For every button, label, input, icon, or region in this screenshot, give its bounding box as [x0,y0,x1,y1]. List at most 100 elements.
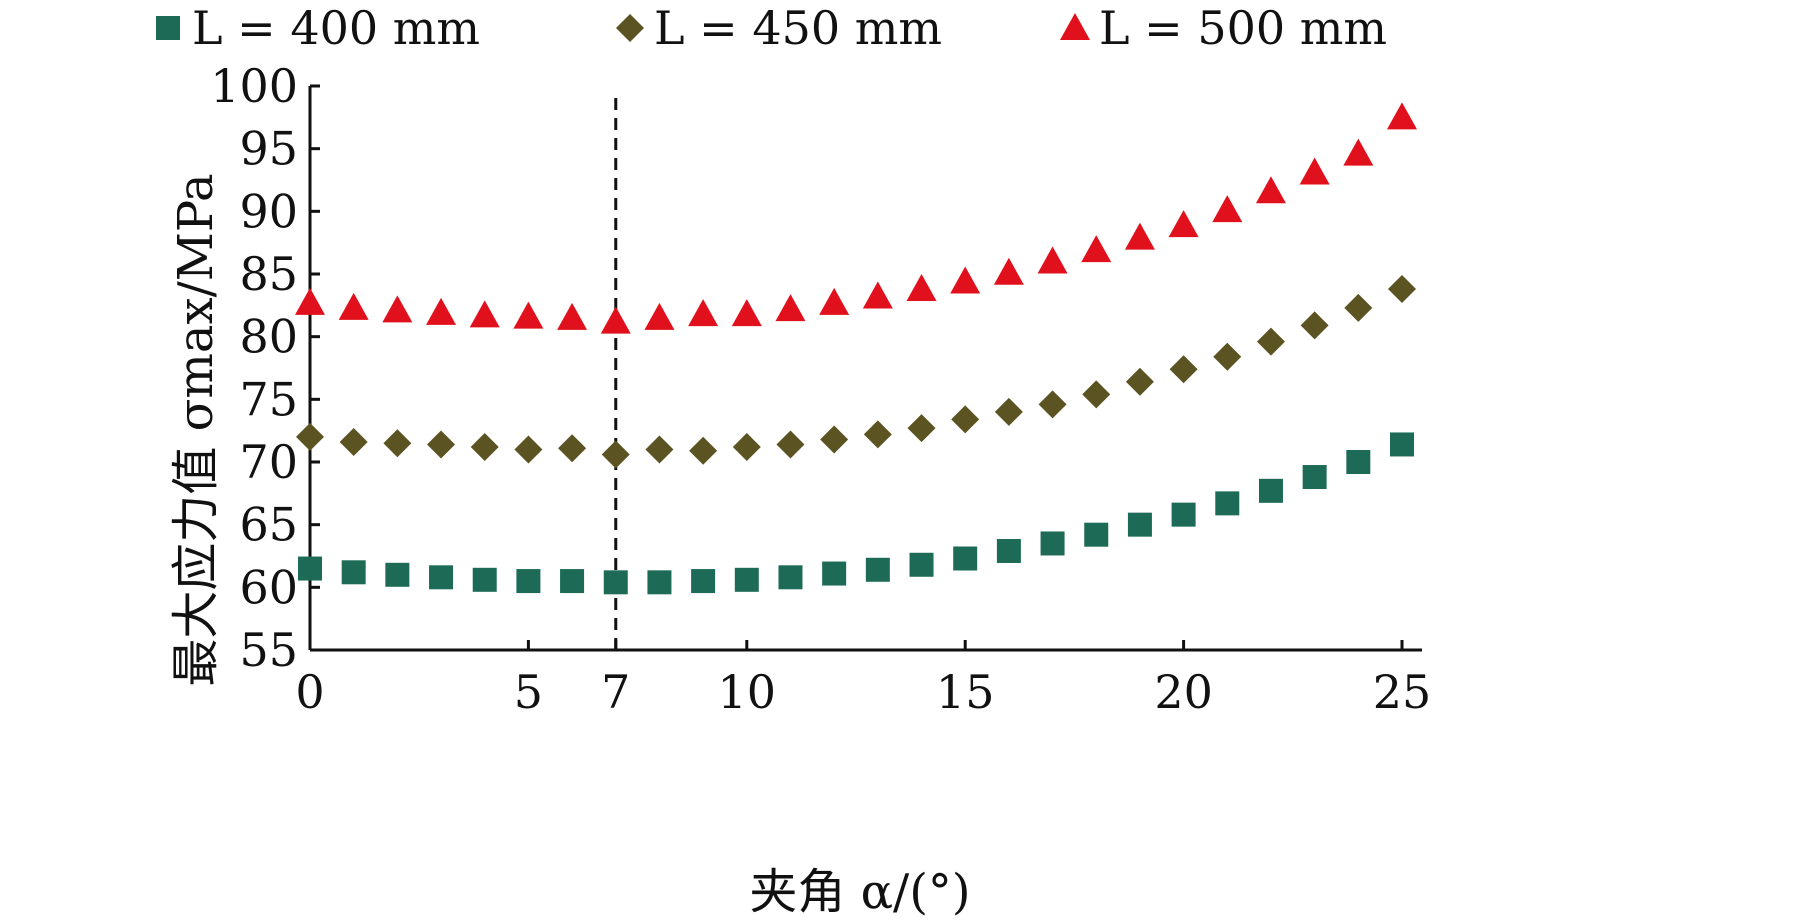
data-point [1213,342,1242,371]
data-point [383,429,412,458]
x-tick-label: 0 [295,665,324,719]
data-point [993,257,1024,285]
y-tick-label: 55 [239,623,298,677]
legend: L = 400 mm L = 450 mm L = 500 mm [156,1,1387,55]
data-point [558,434,587,463]
data-point [426,297,457,325]
data-point [1346,450,1371,474]
data-point [865,557,890,582]
y-tick-label: 90 [239,184,298,238]
data-point [820,425,849,454]
data-point [1388,275,1416,304]
data-point [906,274,937,302]
data-point [1125,367,1154,396]
x-tick-label: 10 [718,665,777,719]
data-point [1038,390,1067,419]
data-point [296,422,324,451]
y-tick-label: 95 [239,122,298,176]
data-point [688,299,719,327]
data-point [645,435,674,464]
data-point [557,302,588,330]
data-point [1390,432,1414,457]
data-point [778,565,803,590]
data-point [1343,138,1374,166]
data-point [953,546,978,571]
x-tick-label: 7 [601,665,630,719]
data-point [429,565,454,590]
legend-label: L = 400 mm [192,1,480,55]
data-point [1037,246,1068,274]
data-point [295,287,325,315]
data-point [950,266,981,294]
data-point [1127,512,1152,537]
data-point [1258,478,1283,503]
data-point [427,430,456,459]
legend-label: L = 450 mm [654,1,942,55]
x-tick-label: 5 [514,665,543,719]
data-point [469,300,500,328]
data-point [1212,195,1243,223]
data-point [819,287,850,315]
data-point [776,430,805,459]
data-point [644,302,675,330]
data-point [1171,502,1196,527]
data-point [1299,157,1330,185]
data-point [339,427,368,456]
series-1 [298,432,1414,595]
y-tick-label: 70 [239,435,298,489]
data-point [513,301,544,329]
data-point [472,567,497,592]
data-point [298,556,322,581]
x-tick-label: 20 [1154,665,1213,719]
legend-marker [616,14,644,42]
y-tick-label: 75 [239,372,298,426]
y-axis-title-group: 最大应力值 σmax/MPa [168,173,224,686]
data-point [1387,102,1417,130]
series-2 [296,275,1416,469]
data-point [600,306,631,334]
x-tick-label: 15 [936,665,995,719]
data-point [951,405,980,434]
data-point [1168,210,1199,238]
data-point [734,567,759,592]
data-point [996,538,1021,563]
data-point [994,397,1023,426]
y-tick-label: 65 [239,498,298,552]
y-tick-label: 100 [210,59,298,113]
data-point [560,569,585,594]
legend-marker [156,16,180,40]
data-point [603,570,628,595]
data-point [470,432,499,461]
data-point [1040,531,1065,556]
data-point [338,292,369,320]
data-point [514,435,543,464]
data-point [1256,327,1285,356]
data-point [516,569,541,594]
data-point [1300,311,1329,340]
series-3 [295,102,1417,334]
data-point [1082,380,1111,409]
data-point [1344,293,1373,322]
x-tick-label: 25 [1373,665,1432,719]
data-point [601,440,630,469]
data-point [909,552,934,577]
data-point [1084,522,1109,547]
data-point [1169,355,1198,384]
y-tick-label: 60 [239,560,298,614]
data-point [1081,235,1112,263]
data-point [1215,491,1240,516]
x-axis-title: 夹角 α/(°) [749,864,970,920]
y-tick-label: 80 [239,310,298,364]
data-point [647,570,672,595]
legend-marker [1060,13,1090,40]
data-point [341,560,366,585]
data-point [382,295,413,323]
data-point [385,562,410,587]
y-axis-title: 最大应力值 σmax/MPa [168,173,224,686]
data-point [775,294,806,322]
y-tick-label: 85 [239,247,298,301]
data-point [689,436,718,465]
data-point [822,561,847,586]
legend-label: L = 500 mm [1099,1,1387,55]
data-point [732,432,761,461]
